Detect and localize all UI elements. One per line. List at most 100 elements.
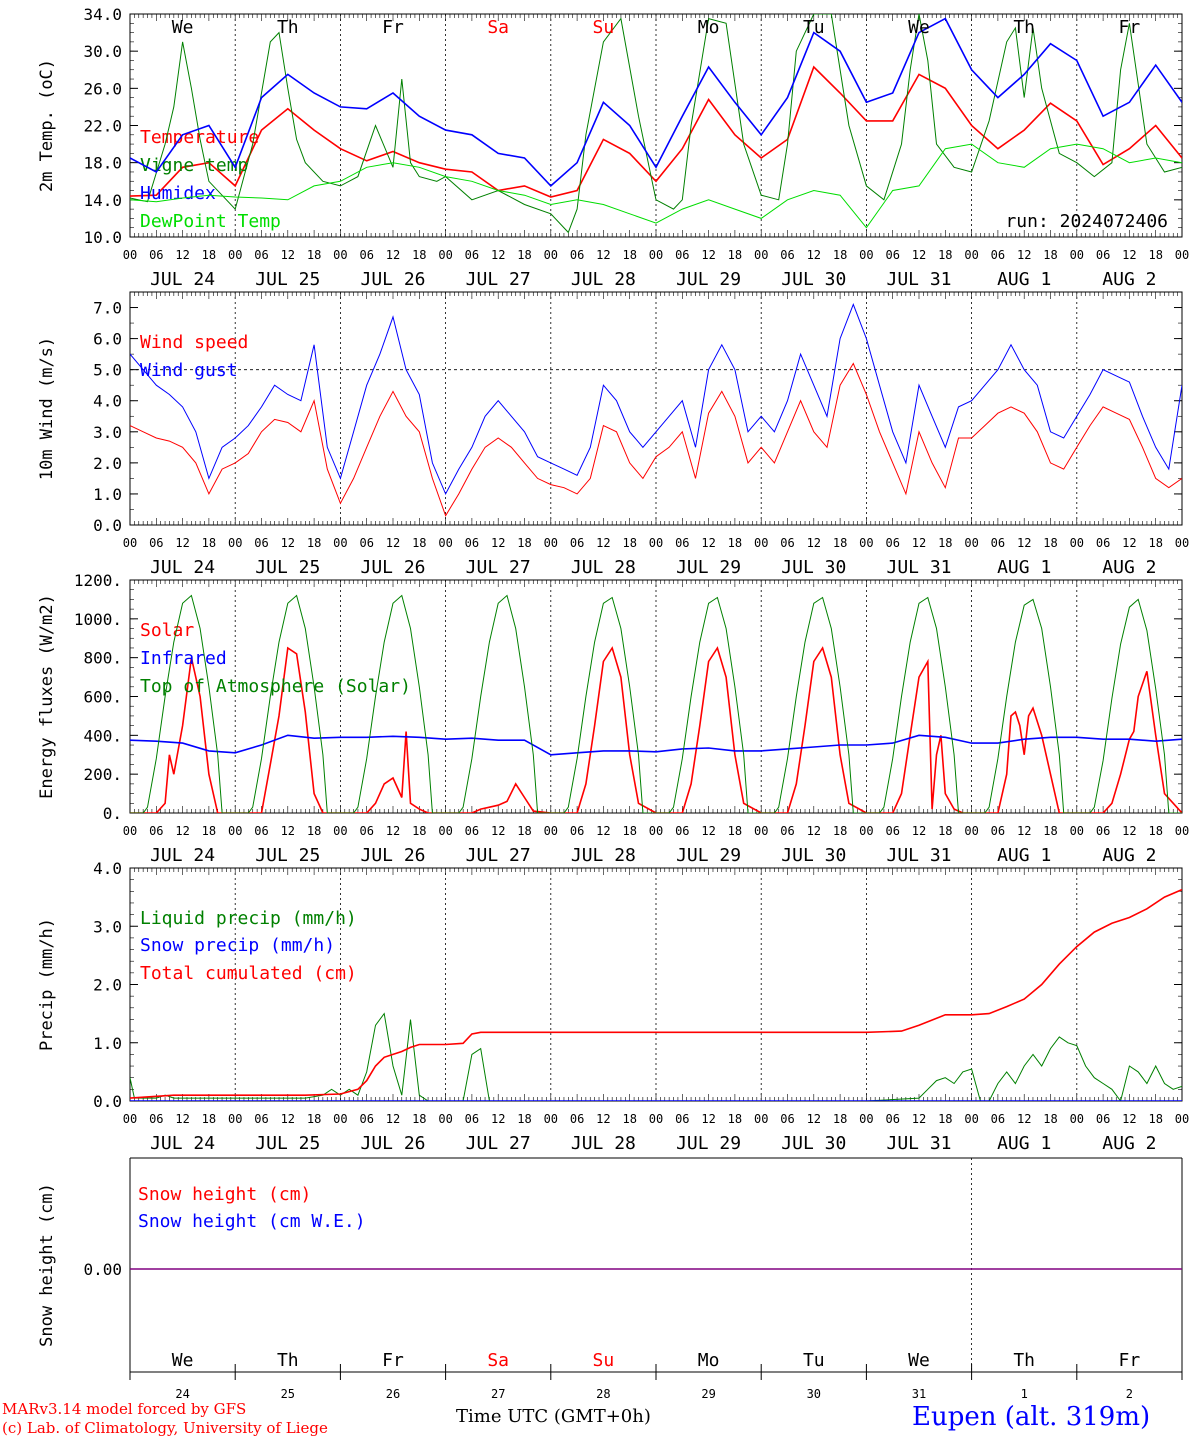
hour-tick-label: 00 — [438, 824, 452, 838]
hour-tick-label: 06 — [1096, 248, 1110, 262]
hour-tick-label: 18 — [938, 1112, 952, 1126]
hour-tick-label: 00 — [649, 248, 663, 262]
hour-tick-label: 00 — [123, 248, 137, 262]
y-tick-label: 14.0 — [83, 191, 122, 210]
hour-tick-label: 00 — [1175, 248, 1189, 262]
hour-tick-label: 18 — [1043, 248, 1057, 262]
y-tick-label: 6.0 — [93, 330, 122, 349]
y-tick-label: 2.0 — [93, 976, 122, 995]
date-label: JUL 26 — [360, 845, 425, 866]
hour-tick-label: 12 — [807, 536, 821, 550]
weekday-label: Th — [277, 17, 299, 38]
hour-tick-label: 06 — [254, 1112, 268, 1126]
date-label: JUL 27 — [466, 269, 531, 290]
hour-tick-label: 12 — [701, 248, 715, 262]
weekday-label: We — [172, 17, 194, 38]
hour-tick-label: 12 — [1017, 824, 1031, 838]
date-label: AUG 1 — [997, 557, 1051, 578]
y-tick-label: 800. — [83, 649, 122, 668]
date-label: JUL 31 — [886, 269, 951, 290]
hour-tick-label: 12 — [1122, 248, 1136, 262]
date-label: JUL 26 — [360, 269, 425, 290]
hour-tick-label: 06 — [991, 1112, 1005, 1126]
day-number-label: 29 — [701, 1387, 715, 1401]
hour-tick-label: 12 — [281, 1112, 295, 1126]
hour-tick-label: 06 — [991, 248, 1005, 262]
hour-tick-label: 18 — [412, 536, 426, 550]
date-label: JUL 28 — [571, 845, 636, 866]
hour-tick-label: 12 — [596, 536, 610, 550]
footer-model-line: MARv3.14 model forced by GFS — [2, 1400, 247, 1418]
hour-tick-label: 12 — [912, 536, 926, 550]
hour-tick-label: 00 — [438, 1112, 452, 1126]
hour-tick-label: 12 — [386, 824, 400, 838]
date-label: JUL 29 — [676, 845, 741, 866]
weekday-label: Th — [277, 1350, 299, 1371]
hour-tick-label: 18 — [1043, 824, 1057, 838]
hour-tick-label: 06 — [359, 248, 373, 262]
series-line-liquid-precip-mm-h- — [130, 1012, 1182, 1101]
hour-tick-label: 00 — [228, 824, 242, 838]
legend-entry: Wind gust — [140, 360, 238, 381]
hour-tick-label: 12 — [281, 536, 295, 550]
date-label: AUG 2 — [1102, 557, 1156, 578]
y-tick-label: 0.0 — [93, 1092, 122, 1111]
date-label: JUL 28 — [571, 557, 636, 578]
hour-tick-label: 00 — [1070, 824, 1084, 838]
weekday-label: We — [172, 1350, 194, 1371]
y-tick-label: 600. — [83, 688, 122, 707]
hour-tick-label: 18 — [728, 536, 742, 550]
y-tick-label: 4.0 — [93, 859, 122, 878]
hour-tick-label: 18 — [622, 824, 636, 838]
hour-tick-label: 06 — [991, 536, 1005, 550]
date-label: AUG 2 — [1102, 269, 1156, 290]
hour-tick-label: 00 — [1070, 1112, 1084, 1126]
weekday-label: Mo — [698, 17, 720, 38]
hour-tick-label: 12 — [912, 1112, 926, 1126]
hour-tick-label: 12 — [175, 1112, 189, 1126]
date-label: JUL 24 — [150, 269, 215, 290]
weekday-label: We — [908, 1350, 930, 1371]
legend-entry: Solar — [140, 620, 194, 641]
y-tick-label: 0. — [103, 804, 122, 823]
hour-tick-label: 00 — [1175, 536, 1189, 550]
hour-tick-label: 18 — [938, 248, 952, 262]
hour-tick-label: 06 — [675, 1112, 689, 1126]
hour-tick-label: 12 — [912, 824, 926, 838]
hour-tick-label: 06 — [991, 824, 1005, 838]
y-tick-label: 4.0 — [93, 392, 122, 411]
hour-tick-label: 18 — [938, 536, 952, 550]
series-line-vigne-temp — [130, 14, 1182, 234]
hour-tick-label: 12 — [596, 824, 610, 838]
date-label: JUL 30 — [781, 269, 846, 290]
legend-entry: Infrared — [140, 648, 227, 669]
date-label: AUG 2 — [1102, 845, 1156, 866]
date-label: JUL 27 — [466, 845, 531, 866]
hour-tick-label: 06 — [885, 824, 899, 838]
hour-tick-label: 00 — [754, 536, 768, 550]
date-label: AUG 1 — [997, 1133, 1051, 1154]
y-tick-label: 3.0 — [93, 423, 122, 442]
hour-tick-label: 12 — [175, 824, 189, 838]
date-label: JUL 29 — [676, 557, 741, 578]
hour-tick-label: 18 — [517, 1112, 531, 1126]
hour-tick-label: 06 — [780, 824, 794, 838]
hour-tick-label: 18 — [833, 536, 847, 550]
hour-tick-label: 18 — [412, 248, 426, 262]
hour-tick-label: 12 — [1017, 1112, 1031, 1126]
hour-tick-label: 12 — [701, 536, 715, 550]
day-number-label: 1 — [1021, 1387, 1028, 1401]
hour-tick-label: 18 — [202, 536, 216, 550]
hour-tick-label: 00 — [544, 824, 558, 838]
y-tick-label: 22.0 — [83, 117, 122, 136]
day-number-label: 31 — [912, 1387, 926, 1401]
date-label: JUL 25 — [255, 845, 320, 866]
hour-tick-label: 06 — [465, 248, 479, 262]
hour-tick-label: 18 — [1148, 1112, 1162, 1126]
hour-tick-label: 18 — [517, 536, 531, 550]
day-number-label: 27 — [491, 1387, 505, 1401]
date-label: JUL 31 — [886, 557, 951, 578]
hour-tick-label: 12 — [1122, 1112, 1136, 1126]
hour-tick-label: 18 — [1148, 824, 1162, 838]
